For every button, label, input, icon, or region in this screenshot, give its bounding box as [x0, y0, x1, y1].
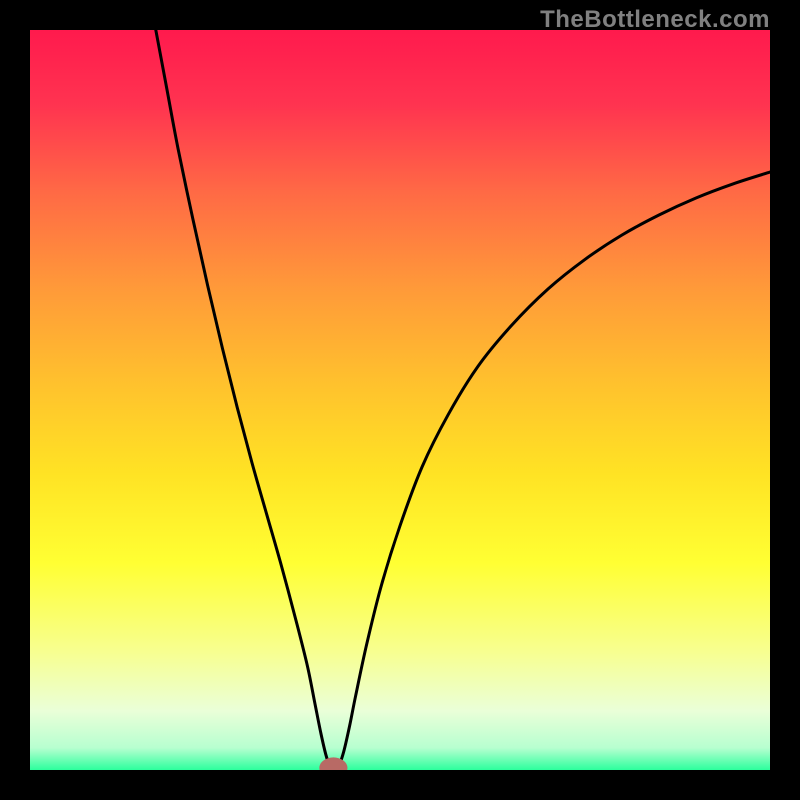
plot-svg	[30, 30, 770, 770]
gradient-background	[30, 30, 770, 770]
plot-area	[30, 30, 770, 770]
chart-frame: TheBottleneck.com	[0, 0, 800, 800]
